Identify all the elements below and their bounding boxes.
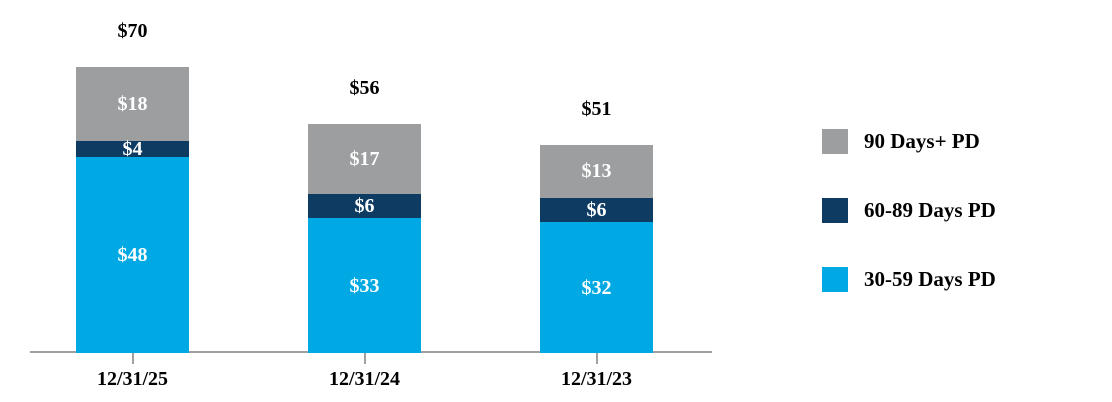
bar-segment: $17	[308, 124, 421, 194]
bar-segment: $4	[76, 137, 189, 160]
segment-value-label: $32	[581, 276, 612, 299]
segment-value-label: $48	[117, 243, 148, 266]
legend-item-30-59-days-pd: 30-59 Days PD	[822, 267, 996, 292]
bar-total-label: $51	[581, 97, 612, 120]
bar-segment: $13	[540, 144, 653, 198]
segment-value-label: $33	[349, 274, 380, 297]
bar-segment: $18	[76, 67, 189, 141]
x-axis-tick	[363, 353, 366, 364]
stacked-bar-12/31/24: $33 $6 $17	[308, 124, 421, 353]
segment-value-label: $18	[117, 92, 148, 115]
legend-label-30-59-days-pd: 30-59 Days PD	[864, 267, 996, 291]
segment-value-label: $17	[349, 147, 380, 170]
stacked-bar-12/31/23: $32 $6 $13	[540, 144, 653, 353]
x-axis-label: 12/31/25	[96, 368, 169, 390]
segment-value-label: $6	[586, 199, 607, 222]
segment-value-label: $4	[122, 137, 143, 160]
legend-label-90-days-pd: 90 Days+ PD	[864, 129, 980, 153]
x-axis-label: 12/31/24	[328, 368, 401, 390]
bar-segment: $33	[308, 218, 421, 353]
segment-value-label: $13	[581, 160, 612, 183]
legend-item-90-days-pd: 90 Days+ PD	[822, 129, 996, 154]
bar-segment: $48	[76, 156, 189, 353]
legend-swatch-90-days-pd	[822, 129, 848, 154]
segment-value-label: $6	[354, 194, 375, 217]
bar-segment: $32	[540, 222, 653, 353]
plot-area: $48 $4 $18 $70 12/31/25 $33 $6 $17 $56 12/31/24 $3…	[30, 20, 712, 390]
bar-segment: $6	[540, 197, 653, 223]
legend-item-60-89-days-pd: 60-89 Days PD	[822, 198, 996, 223]
bar-segment: $6	[308, 193, 421, 219]
legend-swatch-30-59-days-pd	[822, 267, 848, 292]
bar-total-label: $70	[117, 20, 148, 42]
stacked-bar-12/31/25: $48 $4 $18	[76, 67, 189, 353]
x-axis-tick	[131, 353, 134, 364]
legend-swatch-60-89-days-pd	[822, 198, 848, 223]
x-axis-tick	[595, 353, 598, 364]
legend: 90 Days+ PD 60-89 Days PD 30-59 Days PD	[822, 129, 996, 292]
x-axis-label: 12/31/23	[560, 368, 633, 390]
bar-total-label: $56	[349, 77, 380, 100]
legend-label-60-89-days-pd: 60-89 Days PD	[864, 198, 996, 222]
